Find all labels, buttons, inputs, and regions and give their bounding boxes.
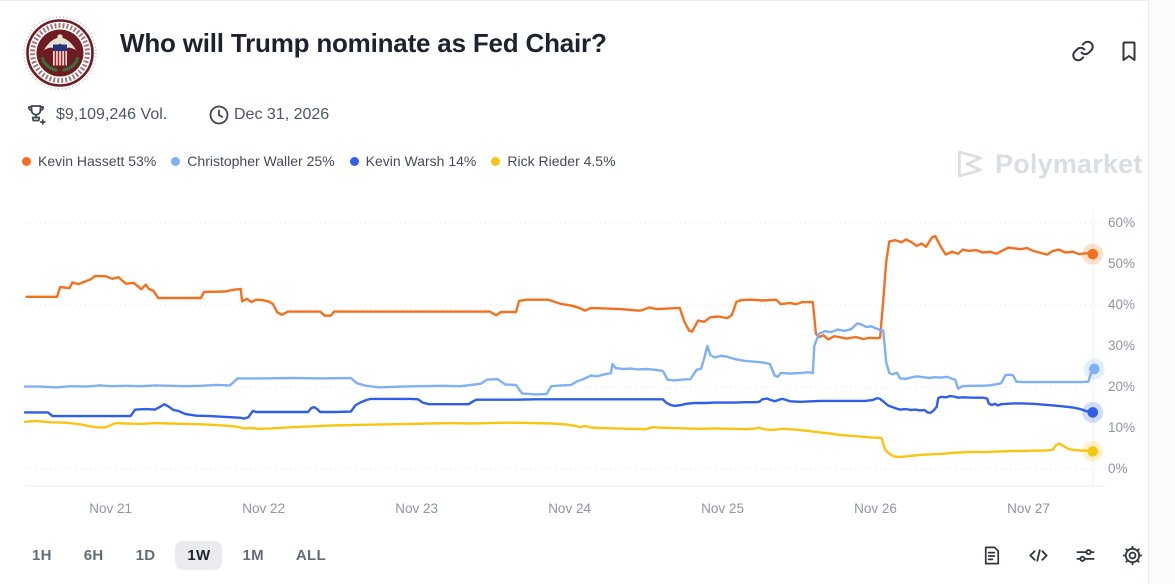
range-button-1m[interactable]: 1M	[230, 541, 275, 570]
x-axis-label: Nov 23	[395, 501, 438, 516]
trophy-icon	[24, 103, 48, 127]
time-range-toolbar: 1H 6H 1D 1W 1M ALL	[20, 541, 338, 570]
chart-action-icons	[980, 544, 1144, 567]
market-icon-federal-reserve-seal	[23, 16, 97, 90]
x-axis-label: Nov 26	[854, 501, 897, 516]
range-button-1d[interactable]: 1D	[124, 541, 168, 570]
volume-text: $9,109,246 Vol.	[56, 106, 168, 123]
y-axis-label: 50%	[1108, 256, 1136, 271]
legend-dot	[171, 156, 181, 166]
bookmark-icon	[1122, 41, 1136, 61]
polymarket-market-widget: Who will Trump nominate as Fed Chair?	[0, 0, 1149, 584]
legend-label: Christopher Waller 25%	[187, 153, 335, 169]
clock-icon	[207, 103, 231, 127]
end-dot	[1087, 446, 1099, 457]
range-button-1h[interactable]: 1H	[20, 541, 64, 570]
header-actions	[1071, 39, 1141, 63]
series-line	[23, 419, 1095, 459]
legend-item-kevin-warsh[interactable]: Kevin Warsh 14%	[349, 153, 477, 169]
end-dot	[1087, 407, 1099, 418]
x-axis-label: Nov 22	[242, 501, 286, 516]
x-axis-label: Nov 27	[1007, 501, 1050, 516]
x-axis-label: Nov 24	[548, 501, 591, 516]
embed-code-button[interactable]	[1027, 544, 1050, 567]
resolution-document-button[interactable]	[980, 544, 1003, 567]
end-dot	[1087, 248, 1099, 260]
legend-dot	[22, 156, 31, 166]
series-line	[23, 322, 1096, 396]
range-button-1w[interactable]: 1W	[175, 541, 223, 570]
price-chart[interactable]	[0, 186, 1148, 521]
legend-item-christopher-waller[interactable]: Christopher Waller 25%	[171, 153, 335, 169]
polymarket-watermark-text: Polymarket	[995, 148, 1143, 179]
y-axis-label: 40%	[1108, 297, 1136, 312]
legend-label: Rick Rieder 4.5%	[507, 153, 616, 169]
chart-options-button[interactable]	[1074, 544, 1097, 567]
y-axis-label: 60%	[1108, 215, 1136, 230]
range-button-all[interactable]: ALL	[284, 541, 338, 570]
series-line	[25, 234, 1095, 341]
legend-item-kevin-hassett[interactable]: Kevin Hassett 53%	[22, 153, 156, 169]
y-axis-label: 0%	[1108, 461, 1128, 476]
series-line	[23, 394, 1095, 420]
chart-legend: Kevin Hassett 53% Christopher Waller 25%…	[22, 153, 616, 169]
sliders-icon	[1076, 549, 1095, 562]
polymarket-logo-icon	[958, 150, 982, 178]
polymarket-watermark[interactable]: Polymarket	[953, 147, 1143, 181]
settings-button[interactable]	[1121, 544, 1144, 567]
legend-label: Kevin Warsh 14%	[365, 153, 477, 169]
y-axis-label: 10%	[1108, 420, 1136, 435]
gear-icon	[1122, 545, 1143, 566]
y-axis-label: 30%	[1108, 338, 1136, 353]
y-axis-label: 20%	[1108, 379, 1136, 394]
x-axis-label: Nov 21	[89, 501, 133, 516]
bookmark-button[interactable]	[1117, 39, 1141, 63]
legend-item-rick-rieder[interactable]: Rick Rieder 4.5%	[491, 153, 616, 169]
end-date-text: Dec 31, 2026	[234, 106, 330, 123]
code-icon	[1029, 549, 1048, 562]
page-title: Who will Trump nominate as Fed Chair?	[120, 28, 607, 58]
link-icon	[1072, 40, 1094, 62]
legend-dot	[491, 156, 501, 166]
x-axis-label: Nov 25	[701, 501, 744, 516]
legend-dot	[349, 156, 359, 166]
legend-label: Kevin Hassett 53%	[38, 153, 157, 169]
end-dot	[1088, 363, 1100, 375]
document-icon	[984, 546, 1000, 565]
copy-link-button[interactable]	[1071, 39, 1095, 63]
range-button-6h[interactable]: 6H	[72, 541, 116, 570]
